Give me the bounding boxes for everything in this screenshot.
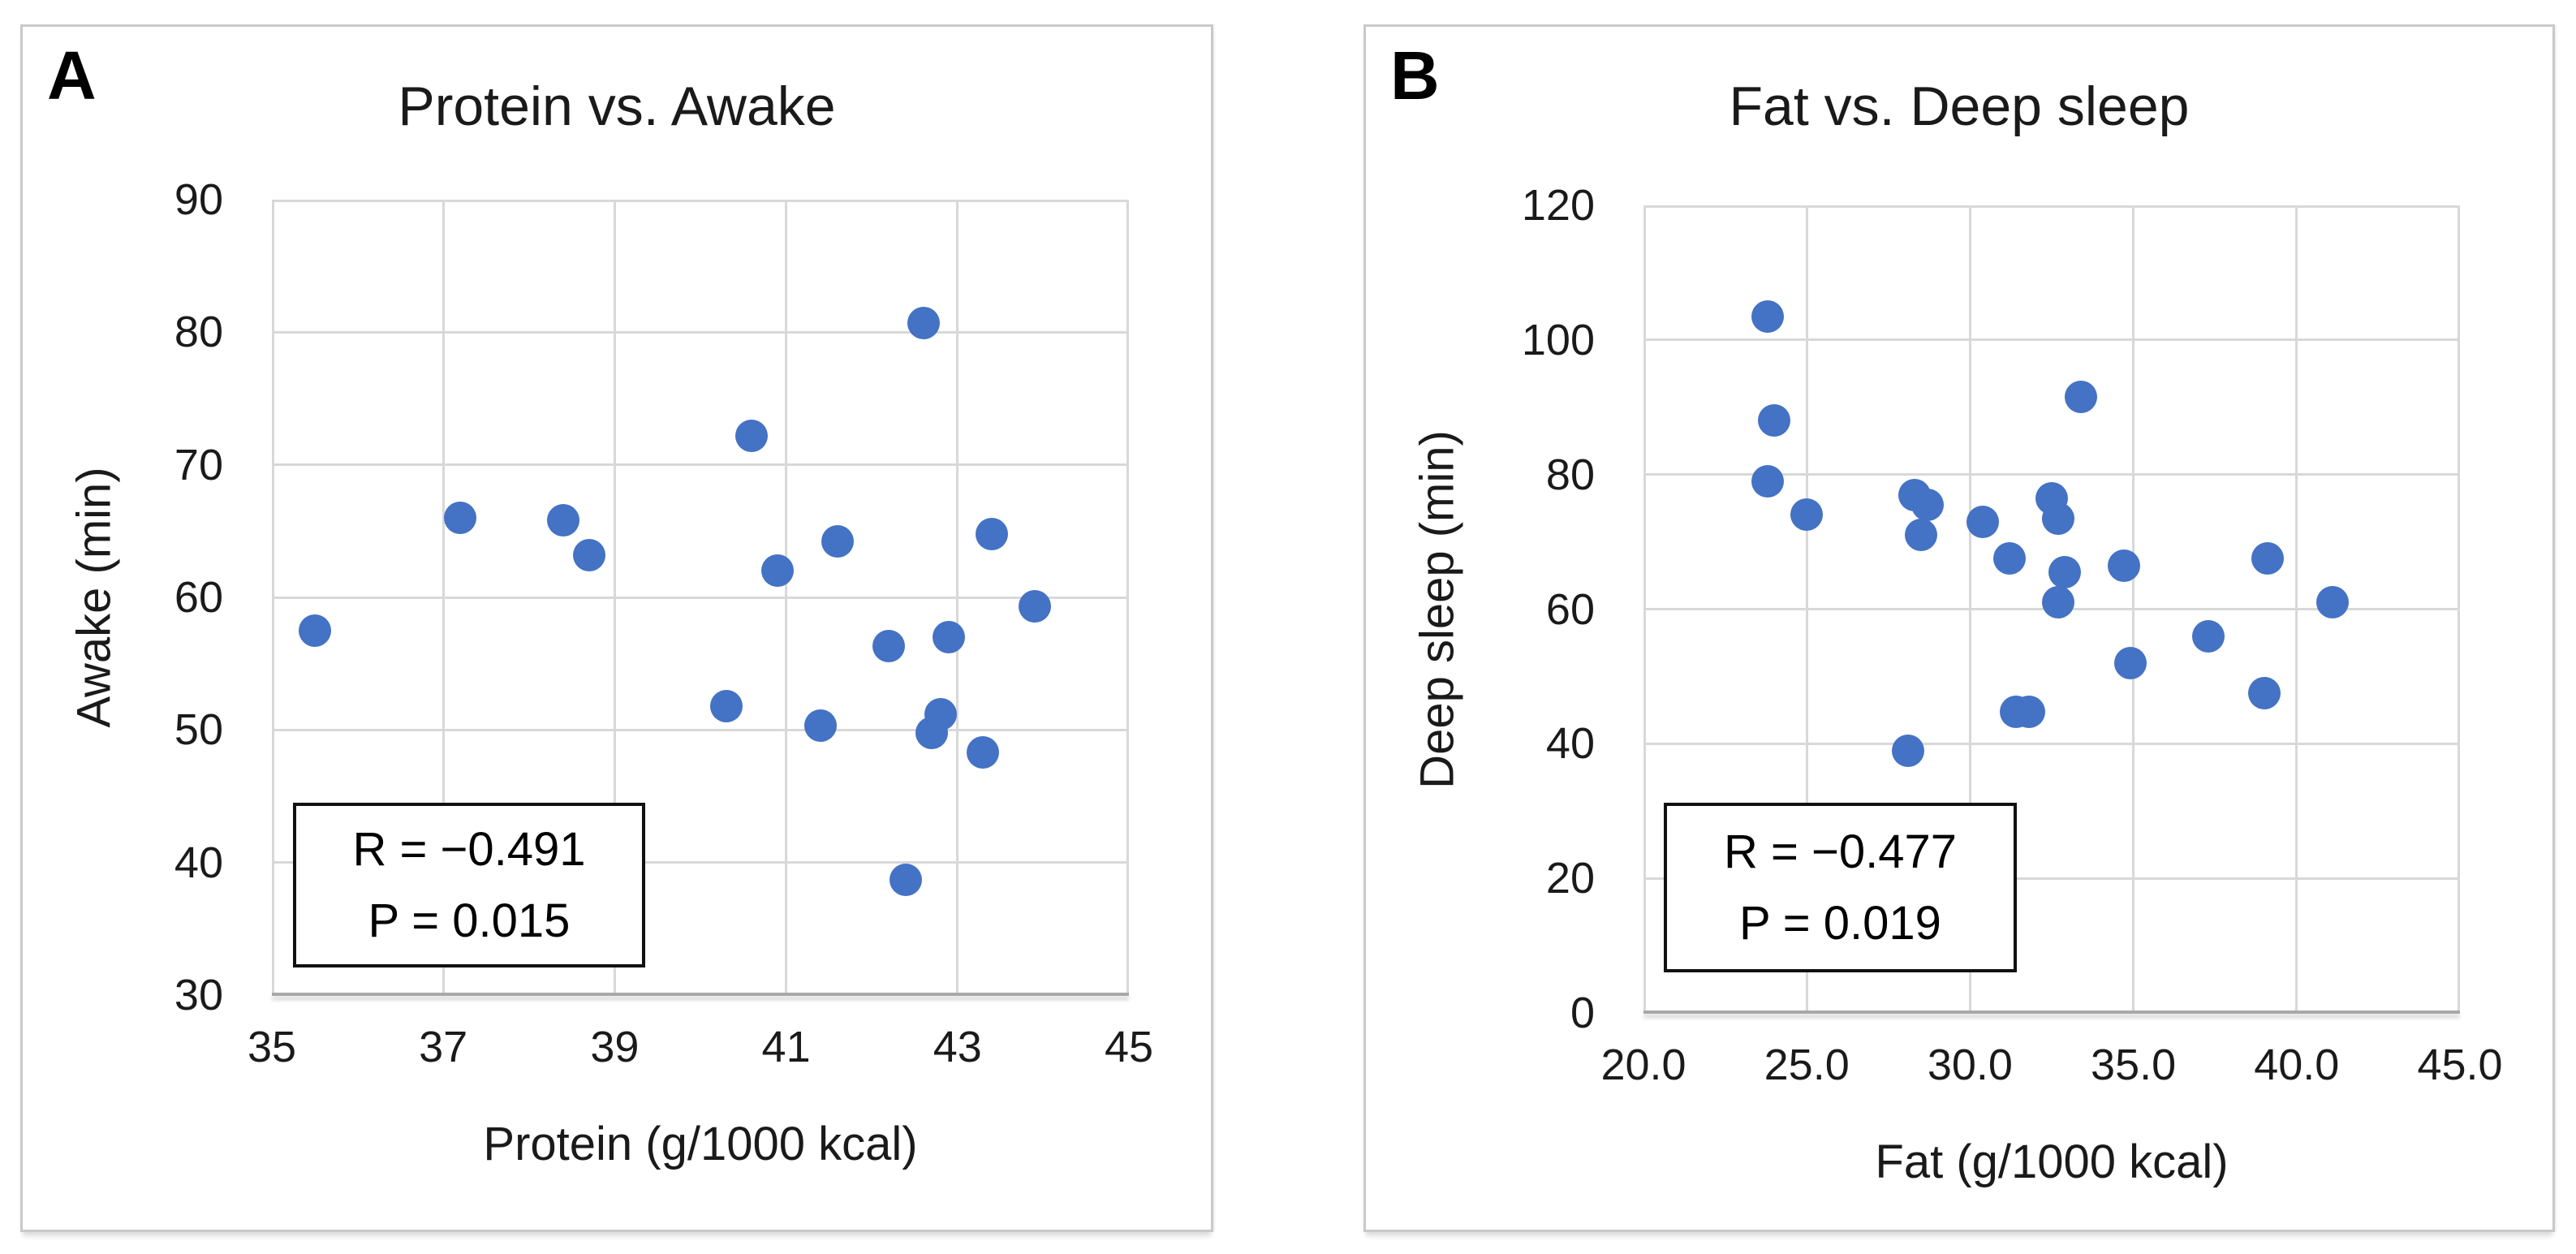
- horizontal-gridline: [1643, 205, 2460, 208]
- scatter-point: [2192, 619, 2225, 653]
- y-tick-label: 80: [174, 308, 223, 357]
- horizontal-gridline: [272, 200, 1129, 202]
- scatter-point: [1018, 590, 1051, 623]
- horizontal-gridline: [272, 728, 1129, 731]
- stats-annotation-b: R = −0.477 P = 0.019: [1664, 803, 2017, 972]
- scatter-point: [1992, 542, 2026, 575]
- scatter-point: [1790, 498, 1824, 532]
- scatter-point: [1911, 488, 1945, 521]
- scatter-point: [2012, 695, 2045, 728]
- horizontal-gridline: [272, 330, 1129, 334]
- x-tick-label: 20.0: [1600, 1041, 1686, 1089]
- scatter-point: [1905, 519, 1938, 552]
- scatter-point: [2113, 646, 2147, 679]
- scatter-point: [1751, 299, 1784, 333]
- scatter-point: [976, 517, 1009, 550]
- y-tick-label: 60: [1545, 584, 1595, 634]
- scatter-point: [2247, 677, 2281, 710]
- scatter-point: [1891, 734, 1924, 767]
- y-tick-label: 70: [174, 440, 223, 489]
- scatter-point: [2042, 502, 2075, 535]
- scatter-point: [761, 554, 795, 588]
- p-value-b: P = 0.019: [1739, 896, 1941, 950]
- horizontal-gridline: [272, 861, 1129, 864]
- scatter-point: [1757, 404, 1790, 437]
- panel-a-card: A Protein vs. Awake Awake (min) Protein …: [20, 24, 1213, 1232]
- scatter-point: [2042, 586, 2075, 619]
- scatter-point: [298, 614, 331, 647]
- y-tick-label: 90: [174, 175, 223, 224]
- scatter-point: [2251, 542, 2284, 575]
- x-tick-label: 40.0: [2254, 1041, 2340, 1089]
- panel-label-b: B: [1390, 37, 1440, 114]
- x-tick-label: 37: [419, 1023, 468, 1071]
- x-axis-line: [272, 993, 1129, 996]
- x-tick-label: 45.0: [2417, 1041, 2503, 1089]
- scatter-point: [821, 525, 854, 558]
- horizontal-gridline: [1643, 338, 2460, 342]
- plot-area-a: R = −0.491 P = 0.015: [272, 200, 1129, 996]
- scatter-point: [735, 419, 769, 452]
- x-axis-title-a: Protein (g/1000 kcal): [483, 1118, 918, 1170]
- scatter-point: [2065, 381, 2098, 414]
- scatter-point: [907, 306, 940, 339]
- x-tick-label: 35.0: [2091, 1041, 2177, 1089]
- y-tick-label: 50: [174, 705, 223, 755]
- x-tick-label: 35: [247, 1023, 297, 1071]
- horizontal-gridline: [272, 596, 1129, 599]
- scatter-point: [967, 736, 1000, 769]
- y-tick-label: 20: [1545, 854, 1595, 903]
- scatter-point: [1751, 464, 1784, 498]
- scatter-point: [2048, 555, 2082, 588]
- scatter-point: [572, 538, 605, 571]
- r-value-b: R = −0.477: [1724, 825, 1957, 878]
- y-tick-label: 100: [1521, 315, 1595, 364]
- scatter-point: [924, 697, 957, 730]
- y-tick-label: 0: [1570, 989, 1595, 1037]
- scatter-point: [2316, 586, 2350, 619]
- x-tick-label: 41: [761, 1023, 811, 1071]
- scatter-point: [890, 863, 923, 896]
- y-tick-label: 80: [1545, 450, 1595, 499]
- panel-label-a: A: [47, 37, 97, 114]
- scatter-point: [709, 689, 743, 722]
- x-tick-label: 39: [590, 1023, 640, 1071]
- scatter-point: [803, 709, 837, 743]
- scatter-point: [933, 621, 966, 653]
- stats-annotation-a: R = −0.491 P = 0.015: [293, 803, 645, 967]
- horizontal-gridline: [1643, 473, 2460, 476]
- horizontal-gridline: [1643, 877, 2460, 880]
- y-tick-label: 40: [174, 838, 223, 887]
- x-axis-line: [1643, 1011, 2460, 1014]
- plot-area-b: R = −0.477 P = 0.019: [1643, 205, 2460, 1014]
- panel-b-card: B Fat vs. Deep sleep Deep sleep (min) Fa…: [1363, 24, 2555, 1232]
- scatter-point: [444, 502, 477, 534]
- scatter-point: [1966, 505, 2000, 538]
- y-tick-label: 40: [1545, 719, 1595, 769]
- y-tick-label: 60: [174, 573, 223, 622]
- x-axis-title-b: Fat (g/1000 kcal): [1875, 1135, 2229, 1188]
- horizontal-gridline: [272, 463, 1129, 467]
- y-tick-label: 120: [1521, 181, 1595, 230]
- y-tick-label: 30: [174, 971, 223, 1019]
- p-value-a: P = 0.015: [368, 894, 571, 947]
- scatter-point: [872, 630, 906, 663]
- scatter-point: [547, 504, 580, 537]
- r-value-a: R = −0.491: [352, 822, 586, 876]
- scatter-point: [2107, 549, 2140, 582]
- x-tick-label: 30.0: [1927, 1041, 2013, 1089]
- x-tick-label: 25.0: [1764, 1041, 1850, 1089]
- chart-title-a: Protein vs. Awake: [398, 75, 836, 137]
- x-tick-label: 43: [933, 1023, 982, 1071]
- chart-title-b: Fat vs. Deep sleep: [1729, 75, 2190, 137]
- x-tick-label: 45: [1104, 1023, 1154, 1071]
- horizontal-gridline: [1643, 742, 2460, 745]
